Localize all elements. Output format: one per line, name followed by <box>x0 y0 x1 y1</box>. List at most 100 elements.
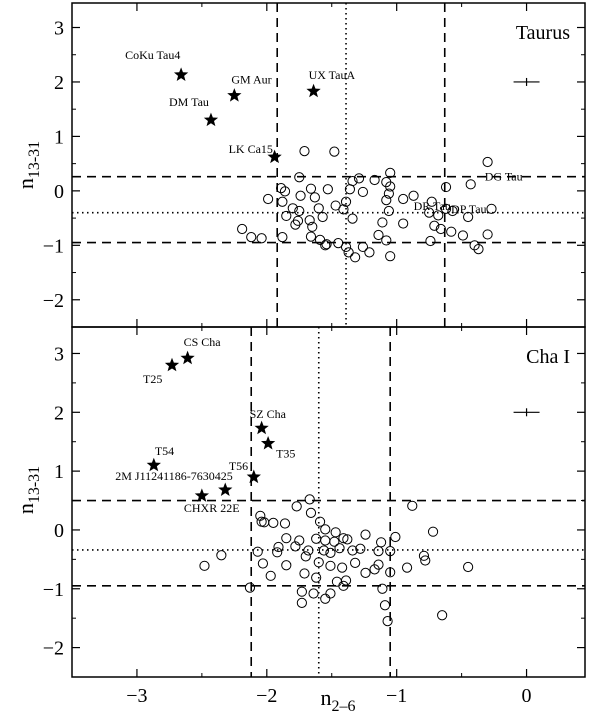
data-point-circle <box>369 564 380 575</box>
data-point-circle <box>435 223 446 235</box>
y-tick-label: 0 <box>54 520 64 542</box>
data-point-circle <box>305 507 317 518</box>
data-point-circle <box>385 167 396 178</box>
data-point-circle <box>311 572 322 583</box>
data-point-circle <box>385 181 396 192</box>
panel-label: Cha I <box>526 346 570 368</box>
data-point-circle <box>381 235 392 246</box>
data-point-circle <box>347 545 358 556</box>
data-point-circle <box>338 580 349 591</box>
data-point-circle <box>296 597 307 608</box>
data-point-circle <box>338 204 349 215</box>
data-point-circle <box>281 560 292 571</box>
data-point-circle <box>340 241 352 253</box>
data-point-circle <box>296 586 307 597</box>
data-point-circle <box>355 543 366 554</box>
data-point-circle <box>463 211 474 223</box>
data-point-circle <box>334 543 345 554</box>
data-point-circle <box>244 582 256 593</box>
data-point-circle <box>320 535 331 546</box>
y-tick-label: 2 <box>54 72 64 94</box>
data-point-star <box>260 435 276 450</box>
star-label: SZ Cha <box>250 407 287 421</box>
data-point-circle <box>304 494 315 505</box>
star-label: UX TauA <box>309 68 356 82</box>
data-point-circle <box>338 533 349 544</box>
data-point-circle <box>373 229 384 241</box>
data-point-circle <box>482 229 493 240</box>
y-tick-label: 2 <box>54 402 64 424</box>
data-point-circle <box>321 239 332 250</box>
data-point-circle <box>281 533 292 544</box>
panel-taurus: −2 −1 0 1 2 3 Taurus CoKu Tau4 GM Aur UX TauA DM T… <box>43 2 586 328</box>
point-label: DG Tau <box>485 169 523 183</box>
data-point-star <box>173 67 189 81</box>
data-point-circle <box>440 181 452 193</box>
data-point-circle <box>303 545 314 556</box>
data-point-circle <box>385 546 396 557</box>
data-point-circle <box>424 207 435 218</box>
data-point-circle <box>383 188 394 199</box>
star-label: LK Ca15 <box>229 142 273 156</box>
data-point-circle <box>426 196 437 207</box>
data-point-circle <box>401 562 413 573</box>
data-point-circle <box>294 172 305 183</box>
star-label: CS Cha <box>184 335 222 349</box>
data-point-circle <box>390 531 401 543</box>
data-point-circle <box>377 217 388 228</box>
data-point-star <box>227 88 242 102</box>
data-point-circle <box>290 541 301 552</box>
data-point-circle <box>265 570 276 581</box>
data-point-circle <box>446 226 457 237</box>
panel-label: Taurus <box>516 22 570 44</box>
data-point-circle <box>320 593 331 604</box>
data-point-circle <box>300 551 311 562</box>
data-point-star <box>164 357 180 372</box>
data-point-circle <box>344 184 356 195</box>
data-point-circle <box>425 235 436 247</box>
data-point-circle <box>350 252 361 263</box>
data-point-circle <box>377 583 388 594</box>
data-point-circle <box>375 537 387 548</box>
y-tick-label: −2 <box>43 290 64 312</box>
data-point-circle <box>381 195 392 206</box>
data-point-circle <box>350 557 361 568</box>
data-point-circle <box>263 193 274 205</box>
data-point-star <box>267 149 282 164</box>
star-label: CHXR 22E <box>184 501 240 515</box>
data-point-circle <box>246 232 257 243</box>
star-label: CoKu Tau4 <box>125 48 180 62</box>
y-tick-label: 3 <box>54 18 64 40</box>
plot-frame <box>71 326 586 678</box>
data-point-circle <box>259 517 270 528</box>
data-point-circle <box>199 560 210 571</box>
data-point-circle <box>320 524 331 535</box>
data-point-circle <box>465 179 476 190</box>
data-point-circle <box>357 241 369 253</box>
data-point-circle <box>307 221 318 232</box>
data-point-circle <box>313 557 324 568</box>
data-point-circle <box>216 550 227 561</box>
data-point-circle <box>268 517 279 528</box>
data-point-circle <box>317 211 328 223</box>
y-tick-label: 1 <box>54 461 64 483</box>
data-point-circle <box>353 173 365 184</box>
data-point-circle <box>325 560 336 571</box>
data-point-circle <box>418 550 430 561</box>
data-point-circle <box>256 233 267 244</box>
data-point-circle <box>347 213 358 224</box>
data-point-circle <box>469 240 480 251</box>
data-point-circle <box>482 156 493 168</box>
data-point-circle <box>440 203 452 214</box>
data-point-circle <box>457 230 469 241</box>
data-point-circle <box>277 196 288 207</box>
star-label: GM Aur <box>231 73 271 87</box>
star-label: T25 <box>143 372 162 386</box>
data-point-circle <box>325 588 336 599</box>
data-point-circle <box>275 183 287 194</box>
y-tick-label: −1 <box>43 235 64 257</box>
data-point-circle <box>340 196 352 207</box>
data-point-circle <box>463 561 474 573</box>
data-point-circle <box>385 251 396 262</box>
data-point-circle <box>279 518 291 529</box>
